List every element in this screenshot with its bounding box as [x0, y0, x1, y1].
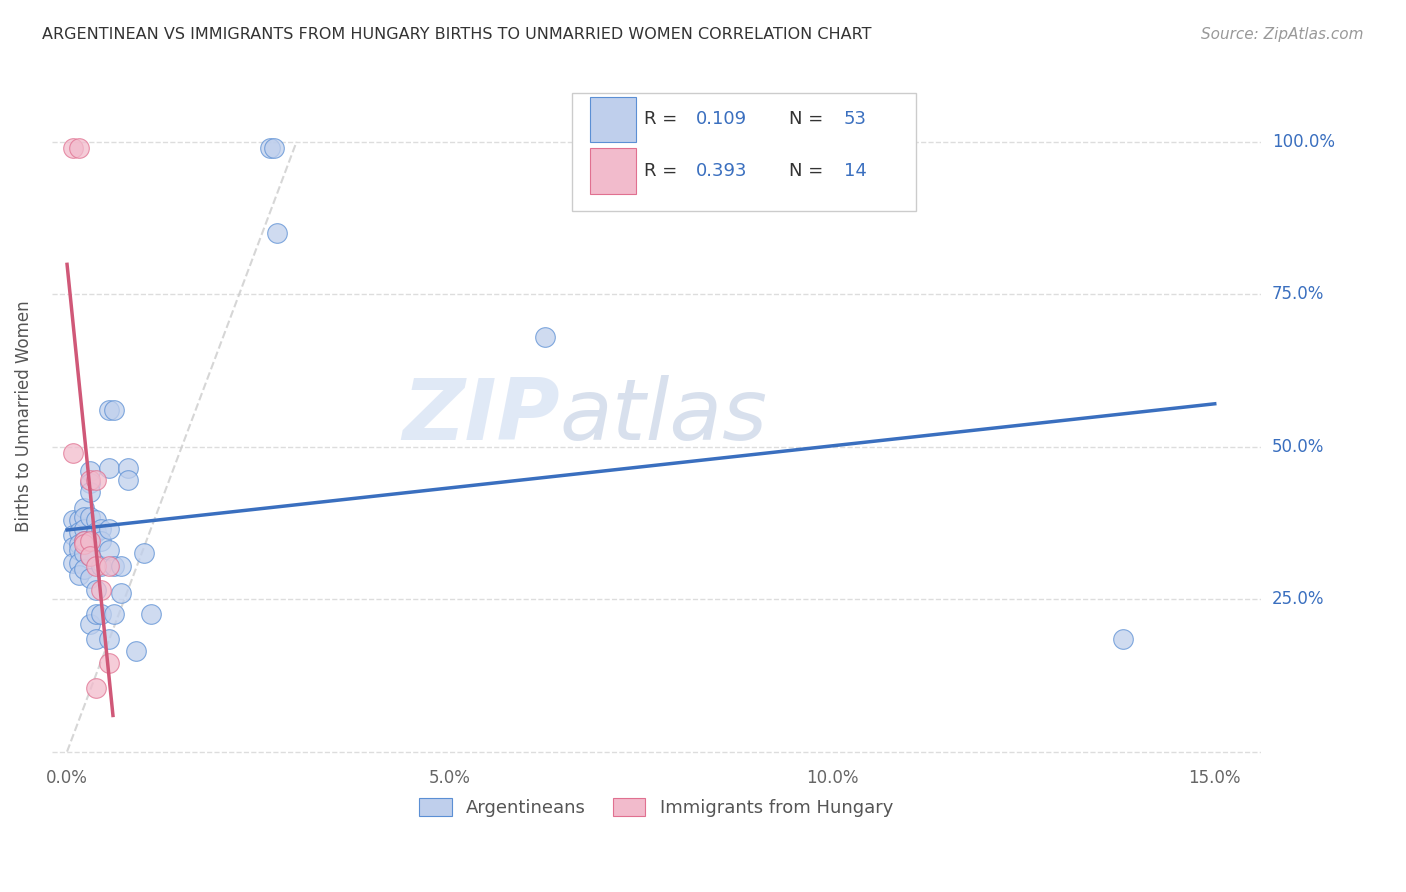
Point: [79, 473, 101, 487]
Text: atlas: atlas: [560, 375, 768, 458]
Point: [103, 607, 125, 622]
Point: [79, 549, 101, 564]
Point: [79, 616, 101, 631]
Point: [67, 567, 90, 582]
Point: [79, 571, 101, 585]
Point: [73, 534, 96, 549]
Y-axis label: Births to Unmarried Women: Births to Unmarried Women: [15, 301, 32, 532]
Point: [110, 558, 132, 573]
Text: 100.0%: 100.0%: [1272, 133, 1334, 151]
Point: [110, 586, 132, 600]
Point: [84, 632, 107, 646]
Point: [117, 473, 139, 487]
Point: [67, 537, 90, 551]
Point: [117, 461, 139, 475]
FancyBboxPatch shape: [572, 93, 917, 211]
Point: [84, 473, 107, 487]
Text: 0.393: 0.393: [696, 161, 748, 179]
Text: ZIP: ZIP: [402, 375, 560, 458]
Text: R =: R =: [644, 161, 683, 179]
Point: [79, 485, 101, 500]
Point: [98, 543, 121, 558]
Text: Source: ZipAtlas.com: Source: ZipAtlas.com: [1201, 27, 1364, 42]
Point: [84, 558, 107, 573]
Point: [73, 500, 96, 515]
Point: [62, 513, 84, 527]
Point: [73, 537, 96, 551]
Text: 53: 53: [844, 111, 866, 128]
Text: N =: N =: [789, 161, 830, 179]
Point: [73, 562, 96, 576]
Point: [73, 509, 96, 524]
Point: [67, 513, 90, 527]
Point: [98, 461, 121, 475]
Point: [73, 546, 96, 560]
Text: ARGENTINEAN VS IMMIGRANTS FROM HUNGARY BIRTHS TO UNMARRIED WOMEN CORRELATION CHA: ARGENTINEAN VS IMMIGRANTS FROM HUNGARY B…: [42, 27, 872, 42]
Point: [98, 403, 121, 417]
Point: [62, 528, 84, 542]
Point: [98, 632, 121, 646]
Text: 50.0%: 50.0%: [1272, 438, 1324, 456]
Text: 75.0%: 75.0%: [1272, 285, 1324, 303]
Text: 0.109: 0.109: [696, 111, 747, 128]
Text: R =: R =: [644, 111, 683, 128]
Point: [259, 141, 281, 155]
Legend: Argentineans, Immigrants from Hungary: Argentineans, Immigrants from Hungary: [412, 791, 900, 824]
Point: [84, 582, 107, 597]
Point: [62, 141, 84, 155]
Point: [79, 549, 101, 564]
Point: [90, 534, 112, 549]
Text: N =: N =: [789, 111, 830, 128]
Point: [73, 522, 96, 536]
Point: [62, 541, 84, 555]
Point: [84, 681, 107, 695]
Point: [90, 558, 112, 573]
Point: [90, 522, 112, 536]
Point: [84, 524, 107, 539]
Point: [98, 558, 121, 573]
FancyBboxPatch shape: [589, 97, 636, 143]
Point: [132, 546, 155, 560]
Point: [84, 607, 107, 622]
Point: [79, 509, 101, 524]
Point: [1112, 632, 1135, 646]
Point: [79, 534, 101, 549]
Point: [534, 330, 557, 344]
Point: [67, 141, 90, 155]
Point: [79, 476, 101, 491]
Point: [90, 582, 112, 597]
Point: [62, 446, 84, 460]
Point: [98, 522, 121, 536]
Point: [79, 464, 101, 478]
Text: 25.0%: 25.0%: [1272, 591, 1324, 608]
Point: [103, 558, 125, 573]
Point: [73, 534, 96, 549]
Point: [90, 607, 112, 622]
Point: [98, 656, 121, 670]
Point: [103, 403, 125, 417]
Point: [67, 543, 90, 558]
Point: [141, 607, 163, 622]
Point: [67, 524, 90, 539]
Point: [79, 534, 101, 549]
Point: [266, 226, 288, 240]
Point: [67, 556, 90, 570]
Point: [125, 644, 148, 658]
FancyBboxPatch shape: [589, 148, 636, 194]
Text: 14: 14: [844, 161, 866, 179]
Point: [84, 513, 107, 527]
Point: [263, 141, 285, 155]
Point: [62, 556, 84, 570]
